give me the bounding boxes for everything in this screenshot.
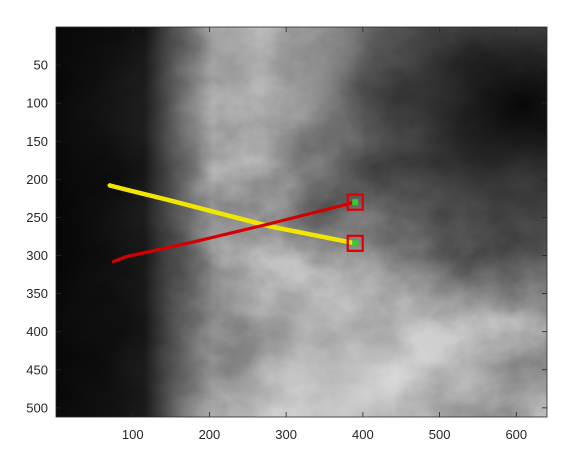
plot-frame <box>55 26 548 418</box>
y-tick-label-100: 100 <box>26 96 48 111</box>
y-axis: 50 100 150 200 250 300 350 400 450 500 <box>26 58 547 415</box>
y-tick-label-150: 150 <box>26 134 48 149</box>
y-tick-label-200: 200 <box>26 172 48 187</box>
y-tick-label-450: 450 <box>26 362 48 377</box>
series-layer <box>107 183 358 264</box>
image-area <box>56 27 547 417</box>
series-line-1 <box>111 200 357 264</box>
x-tick-label-400: 400 <box>352 427 374 442</box>
x-tick-label-600: 600 <box>505 427 527 442</box>
image-right-shade <box>56 27 547 417</box>
y-tick-label-50: 50 <box>34 58 48 73</box>
y-tick-label-400: 400 <box>26 324 48 339</box>
marker-box-0 <box>346 193 364 211</box>
y-tick-label-500: 500 <box>26 400 48 415</box>
x-axis: 100 200 300 400 500 600 <box>122 27 527 442</box>
y-tick-label-350: 350 <box>26 286 48 301</box>
x-tick-label-200: 200 <box>199 427 221 442</box>
marker-layer <box>346 193 364 252</box>
marker-box-1 <box>346 234 364 252</box>
y-tick-label-250: 250 <box>26 210 48 225</box>
x-tick-label-300: 300 <box>275 427 297 442</box>
series-line-0 <box>107 183 358 246</box>
x-tick-label-500: 500 <box>429 427 451 442</box>
x-tick-label-100: 100 <box>122 427 144 442</box>
y-tick-label-300: 300 <box>26 248 48 263</box>
marker-center-1 <box>352 240 359 247</box>
marker-center-0 <box>352 199 359 206</box>
